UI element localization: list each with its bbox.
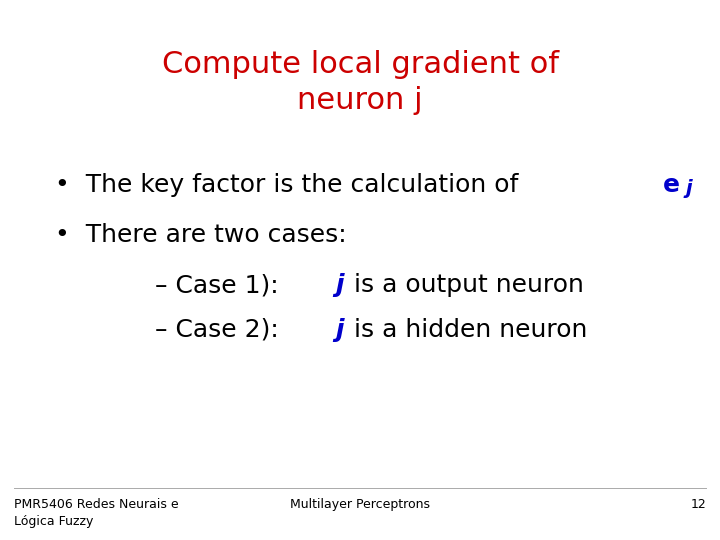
Text: Compute local gradient of
neuron j: Compute local gradient of neuron j	[161, 50, 559, 115]
Text: – Case 1):: – Case 1):	[155, 273, 294, 297]
Text: •  There are two cases:: • There are two cases:	[55, 223, 346, 247]
Text: j: j	[685, 179, 692, 199]
Text: – Case 2):: – Case 2):	[155, 318, 294, 342]
Text: is a output neuron: is a output neuron	[346, 273, 584, 297]
Text: 12: 12	[690, 498, 706, 511]
Text: e: e	[663, 173, 680, 197]
Text: j: j	[336, 318, 344, 342]
Text: j: j	[336, 273, 343, 297]
Text: is a hidden neuron: is a hidden neuron	[346, 318, 588, 342]
Text: Multilayer Perceptrons: Multilayer Perceptrons	[290, 498, 430, 511]
Text: •  The key factor is the calculation of: • The key factor is the calculation of	[55, 173, 526, 197]
Text: PMR5406 Redes Neurais e
Lógica Fuzzy: PMR5406 Redes Neurais e Lógica Fuzzy	[14, 498, 179, 528]
